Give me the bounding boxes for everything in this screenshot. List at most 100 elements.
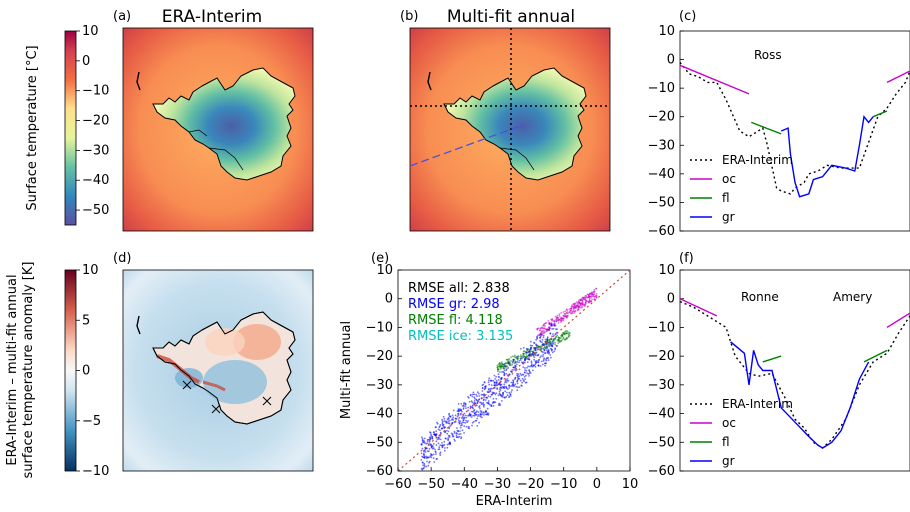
scatter-point-gr <box>519 359 522 361</box>
ytick-label: −10 <box>648 320 675 335</box>
series-line-erainterim <box>679 61 910 195</box>
scatter-point-gr <box>484 385 486 388</box>
scatter-point-gr <box>481 403 484 405</box>
scatter-point-fl <box>547 344 550 347</box>
scatter-point-gr <box>518 361 520 364</box>
panel-e-scatter <box>420 287 598 471</box>
colorbar-tick-label: −50 <box>82 203 109 218</box>
scatter-point-gr <box>520 357 522 360</box>
scatter-point-gr <box>527 365 530 368</box>
scatter-point-gr <box>507 367 510 369</box>
scatter-point-gr <box>515 363 518 366</box>
scatter-point-gr <box>489 403 491 406</box>
scatter-point-gr <box>487 379 490 382</box>
scatter-point-gr <box>439 423 442 426</box>
scatter-point-gr <box>521 385 523 387</box>
scatter-point-gr <box>495 392 498 394</box>
panel-e-xticks: −60 −50 −40 −30 −20 −10 0 10 <box>384 467 638 492</box>
scatter-point-gr <box>431 436 434 439</box>
scatter-point-gr <box>461 421 464 424</box>
scatter-point-oc <box>580 297 583 300</box>
panel-c-annotation: Ross <box>754 48 782 62</box>
scatter-point-gr <box>530 347 532 349</box>
panel-d: (d) <box>113 251 314 472</box>
scatter-point-gr <box>420 459 423 461</box>
scatter-point-gr <box>497 379 500 381</box>
scatter-point-gr <box>429 438 431 441</box>
scatter-point-gr <box>528 375 530 377</box>
scatter-point-gr <box>516 389 519 392</box>
scatter-point-gr <box>441 420 444 423</box>
scatter-point-gr <box>552 333 554 335</box>
scatter-point-gr <box>498 382 501 384</box>
ytick-label: −30 <box>366 378 393 393</box>
scatter-point-gr <box>523 361 526 364</box>
scatter-point-oc <box>592 293 595 296</box>
scatter-point-oc <box>570 308 573 310</box>
scatter-point-gr <box>506 379 509 382</box>
scatter-point-fl <box>555 335 558 338</box>
scatter-point-gr <box>471 421 474 424</box>
scatter-point-fl <box>557 337 560 340</box>
scatter-point-gr <box>522 366 525 368</box>
panel-e-yticks: 10 0 −10 −20 −30 −40 −50 −60 <box>366 263 402 479</box>
scatter-point-gr <box>472 391 475 394</box>
scatter-point-gr <box>451 434 454 437</box>
scatter-point-gr <box>535 360 538 362</box>
scatter-point-fl <box>500 365 503 368</box>
scatter-point-gr <box>465 414 467 417</box>
scatter-point-gr <box>499 404 502 406</box>
scatter-point-gr <box>469 393 472 396</box>
scatter-point-gr <box>514 377 517 379</box>
scatter-point-gr <box>467 406 469 409</box>
scatter-point-gr <box>542 334 545 337</box>
scatter-point-gr <box>458 433 460 436</box>
scatter-point-fl <box>557 342 560 344</box>
scatter-point-gr <box>428 450 430 453</box>
scatter-point-gr <box>423 450 425 453</box>
scatter-point-gr <box>555 320 558 323</box>
scatter-point-gr <box>527 373 530 375</box>
scatter-point-gr <box>528 357 530 359</box>
scatter-point-oc <box>541 327 544 329</box>
scatter-point-gr <box>492 405 495 407</box>
panel-b-antarctica <box>427 67 587 181</box>
scatter-point-oc <box>558 313 561 316</box>
scatter-point-gr <box>471 404 474 407</box>
scatter-point-gr <box>487 388 490 391</box>
scatter-point-gr <box>468 400 471 403</box>
scatter-point-gr <box>459 426 462 429</box>
scatter-point-oc <box>548 323 551 326</box>
legend-label: gr <box>722 454 735 468</box>
scatter-point-gr <box>461 405 464 407</box>
scatter-point-gr <box>522 379 525 382</box>
ytick-label: −60 <box>648 224 675 239</box>
panel-d-antarctica <box>136 311 296 425</box>
scatter-point-gr <box>505 378 507 381</box>
scatter-point-fl <box>531 350 533 352</box>
scatter-point-oc <box>536 334 539 337</box>
scatter-point-gr <box>453 432 456 434</box>
scatter-point-gr <box>485 409 487 412</box>
scatter-point-gr <box>422 464 424 467</box>
scatter-point-oc <box>574 310 577 312</box>
scatter-point-gr <box>495 381 498 384</box>
scatter-point-gr <box>437 437 440 439</box>
scatter-point-gr <box>473 393 476 396</box>
scatter-point-gr <box>522 347 525 349</box>
scatter-point-gr <box>504 397 506 399</box>
scatter-point-gr <box>535 346 537 349</box>
scatter-point-gr <box>433 461 436 463</box>
scatter-point-oc <box>558 315 561 317</box>
scatter-point-gr <box>421 438 424 440</box>
scatter-point-oc <box>543 322 546 325</box>
scatter-point-gr <box>490 384 493 386</box>
scatter-point-gr <box>506 391 508 394</box>
scatter-point-gr <box>423 462 426 465</box>
panel-e: (e) 10 0 −10 −20 −30 −40 −50 −60 −60 −50 −40 −30 −2… <box>339 251 638 509</box>
scatter-point-gr <box>487 395 490 397</box>
panel-f-annotation-right: Amery <box>833 290 872 304</box>
scatter-point-gr <box>497 394 500 396</box>
rmse-ice: RMSE ice: 3.135 <box>408 329 513 344</box>
